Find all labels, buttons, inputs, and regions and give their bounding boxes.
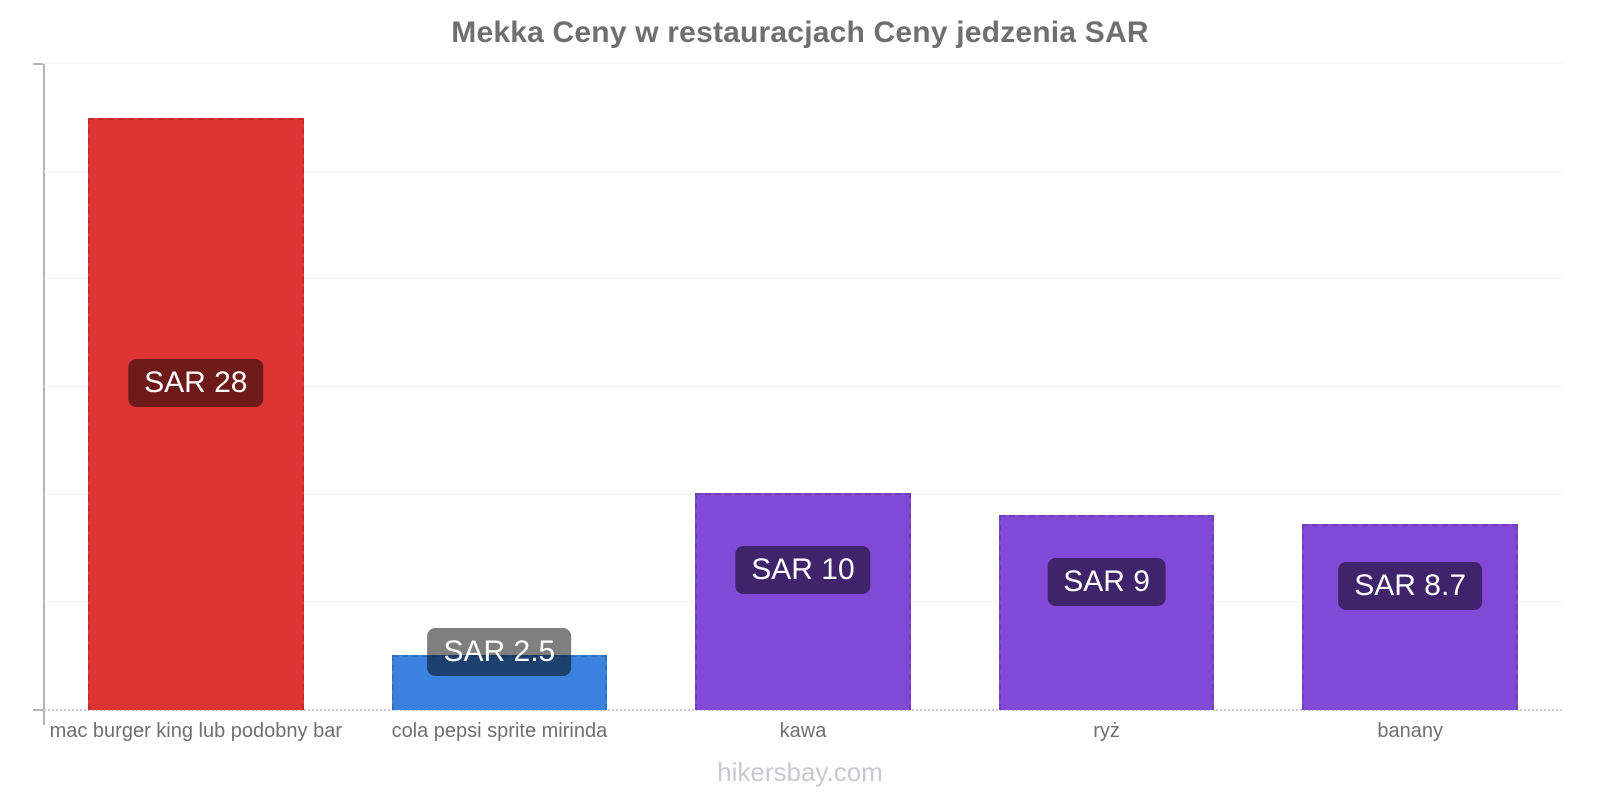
plot-area: SAR 28 SAR 2.5 SAR 10 SAR 9 SAR bbox=[44, 63, 1562, 711]
x-label-kawa: kawa bbox=[779, 720, 827, 742]
bar-column-ryz: SAR 9 bbox=[955, 64, 1259, 710]
x-label-cola-pepsi: cola pepsi sprite mirinda bbox=[391, 720, 608, 742]
bar-ryz: SAR 9 bbox=[998, 515, 1215, 710]
bar-column-kawa: SAR 10 bbox=[651, 64, 955, 710]
bars-row: SAR 28 SAR 2.5 SAR 10 SAR 9 SAR bbox=[44, 64, 1562, 710]
bar-banany: SAR 8.7 bbox=[1302, 523, 1518, 710]
gridline-20 bbox=[44, 278, 1562, 280]
bar-value-label: SAR 10 bbox=[735, 546, 871, 595]
y-axis-line bbox=[43, 64, 45, 725]
bar-column-cola-pepsi: SAR 2.5 bbox=[348, 64, 652, 710]
x-axis-baseline bbox=[44, 709, 1562, 711]
bar-column-mac-burger-king: SAR 28 bbox=[44, 64, 348, 710]
chart-title: Mekka Ceny w restauracjach Ceny jedzenia… bbox=[451, 16, 1149, 49]
bar-value-label: SAR 9 bbox=[1047, 557, 1166, 606]
y-tick-mark-0 bbox=[33, 709, 43, 711]
bar-value-label: SAR 28 bbox=[128, 358, 264, 407]
gridline-25 bbox=[44, 170, 1562, 172]
bar-kawa: SAR 10 bbox=[695, 492, 911, 710]
bar-value-label: SAR 8.7 bbox=[1338, 561, 1483, 610]
x-label-banany: banany bbox=[1377, 720, 1443, 742]
x-label-ryz: ryż bbox=[1093, 720, 1120, 742]
bar-value-label: SAR 2.5 bbox=[427, 627, 572, 676]
gridline-15 bbox=[44, 386, 1562, 387]
x-axis-labels: mac burger king lub podobny bar cola pep… bbox=[44, 716, 1562, 742]
x-label-mac-burger-king: mac burger king lub podobny bar bbox=[49, 720, 342, 742]
watermark-hikersbay: hikersbay.com bbox=[717, 757, 883, 787]
gridline-30 bbox=[44, 63, 1562, 64]
y-tick-mark-30 bbox=[33, 63, 43, 65]
bar-column-banany: SAR 8.7 bbox=[1258, 64, 1562, 710]
bar-cola-pepsi: SAR 2.5 bbox=[391, 627, 608, 710]
bar-mac-burger-king: SAR 28 bbox=[88, 117, 304, 710]
